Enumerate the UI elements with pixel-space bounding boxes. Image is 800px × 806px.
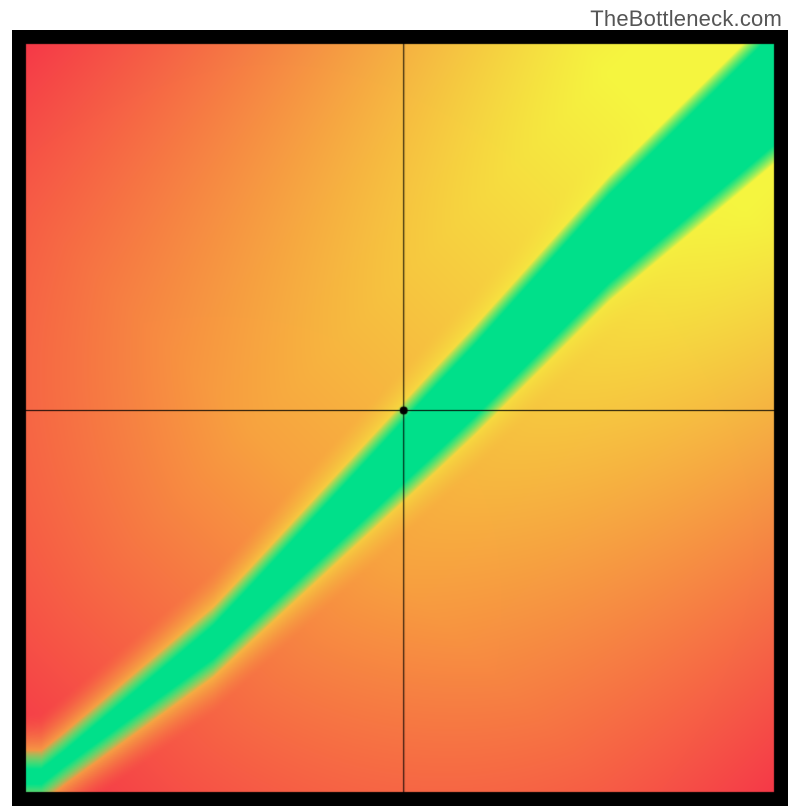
bottleneck-heatmap: [12, 30, 788, 806]
watermark-text: TheBottleneck.com: [590, 6, 782, 32]
